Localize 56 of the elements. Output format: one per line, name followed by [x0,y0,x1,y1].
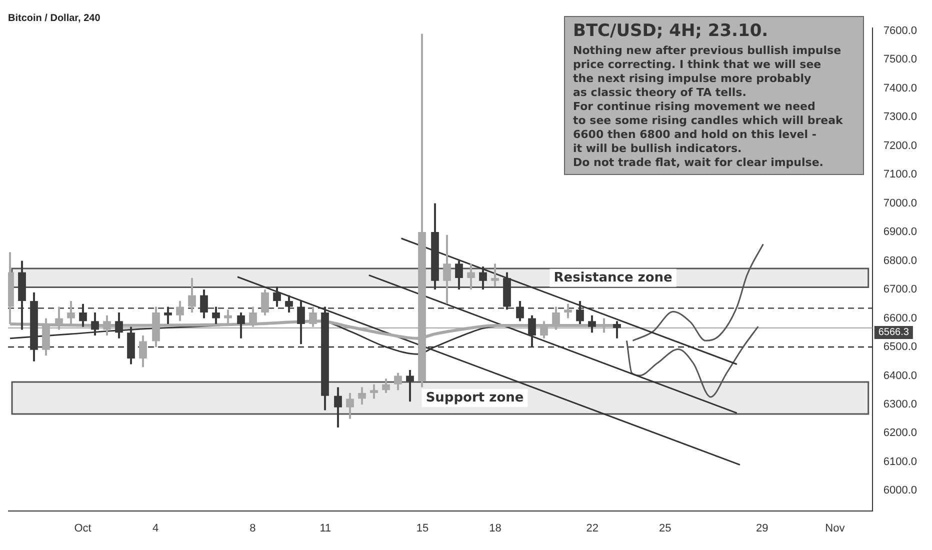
candlestick [188,277,196,314]
y-tick-label: 7300.0 [883,111,918,124]
candlestick [176,300,184,322]
y-tick-label: 6200.0 [883,427,918,440]
y-tick-label: 6900.0 [883,226,918,238]
y-tick-label: 6000.0 [883,484,918,497]
candlestick [443,234,451,305]
y-tick-label: 6600.0 [883,312,918,324]
candlestick [237,312,245,340]
candlestick [588,314,596,334]
y-tick-label: 7400.0 [883,82,918,94]
y-tick-label: 6500.0 [883,341,918,354]
candlestick [346,392,354,420]
candlestick [491,262,499,288]
band-label: Resistance zone [554,270,673,286]
x-tick-label: 8 [250,522,256,534]
candlestick [467,262,475,291]
candlestick [297,300,305,346]
candlestick [479,266,487,291]
x-tick-label: 22 [586,522,598,534]
x-tick-label: 18 [489,522,502,534]
x-tick-label: 4 [152,522,159,534]
candlestick [334,386,342,428]
y-tick-label: 6700.0 [883,284,918,296]
chart-title: Bitcoin / Dollar, 240 [8,12,101,24]
band-label: Support zone [426,390,524,406]
y-tick-label: 7500.0 [883,54,918,66]
candlestick [406,368,414,403]
x-tick-label: 15 [416,522,429,534]
ref-line-label: 6566.3 [878,327,910,338]
candlestick [358,386,366,406]
candlestick [273,286,281,308]
candlestick [261,288,269,316]
x-tick-label: Oct [74,522,92,534]
y-tick-label: 7600.0 [883,24,918,37]
y-tick-label: 6300.0 [883,398,918,410]
candlestick [139,334,147,368]
y-tick-label: 6100.0 [883,456,918,468]
candlestick [455,260,463,291]
candlestick [613,320,621,340]
y-tick-label: 7200.0 [883,140,918,152]
candlestick [394,372,402,392]
candlestick [564,302,572,320]
text: Nothing new after previous bullish impulse price correcting. I think that we will see the next rising impulse more probably as classic theory of TA tells. For continue rising movement we need to see some rising candles which will break 6600 then 6800 and hold on this level - it will be bullish indicators. Do not trade flat, wait for clear impulse. [573,44,843,169]
candlestick [382,378,390,394]
x-tick-label: 11 [320,522,332,534]
x-tick-label: 29 [756,522,768,534]
annotation: BTC/USD; 4H; 23.10. [573,21,770,41]
candlestick [370,383,378,400]
x-tick-label: Nov [825,522,846,534]
y-tick-label: 7000.0 [883,197,918,210]
y-tick-label: 6400.0 [883,370,918,382]
candlestick [516,300,524,322]
y-tick-label: 7100.0 [883,168,918,181]
x-tick-label: 25 [658,522,672,534]
y-tick-label: 6800.0 [883,254,918,267]
